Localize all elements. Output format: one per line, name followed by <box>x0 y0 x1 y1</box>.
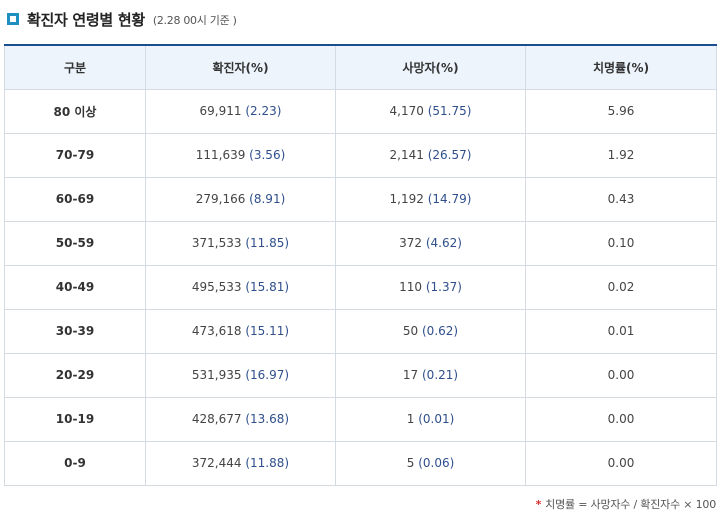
confirmed-percent: (15.81) <box>245 280 290 294</box>
cell-age-group: 10-19 <box>4 396 146 442</box>
cell-deaths: 1,192 (14.79) <box>335 176 526 222</box>
deaths-percent: (26.57) <box>427 148 472 162</box>
page-title-row: 확진자 연령별 현황 (2.28 00시 기준 ) <box>6 8 237 30</box>
deaths-percent: (0.62) <box>422 324 459 338</box>
cell-confirmed: 495,533 (15.81) <box>145 264 336 310</box>
cell-age-group: 30-39 <box>4 308 146 354</box>
cell-confirmed: 279,166 (8.91) <box>145 176 336 222</box>
confirmed-percent: (11.88) <box>245 456 290 470</box>
table-row: 0-9 372,444 (11.88) 5 (0.06) 0.00 <box>4 440 717 486</box>
column-header-fatality-rate: 치명률(%) <box>525 44 717 90</box>
footnote-text: 치명률 = 사망자수 / 확진자수 × 100 <box>545 498 716 511</box>
cell-age-group: 60-69 <box>4 176 146 222</box>
cell-age-group: 20-29 <box>4 352 146 398</box>
table-header-row: 구분 확진자(%) 사망자(%) 치명률(%) <box>4 44 717 90</box>
footnote: * 치명률 = 사망자수 / 확진자수 × 100 <box>535 496 717 512</box>
cell-age-group: 80 이상 <box>4 88 146 134</box>
cell-deaths: 110 (1.37) <box>335 264 526 310</box>
table-row: 30-39 473,618 (15.11) 50 (0.62) 0.01 <box>4 308 717 354</box>
deaths-percent: (51.75) <box>427 104 472 118</box>
cell-fatality-rate: 0.01 <box>525 308 717 354</box>
square-bullet-icon <box>7 13 19 25</box>
confirmed-count: 372,444 <box>191 456 242 470</box>
confirmed-percent: (11.85) <box>245 236 290 250</box>
deaths-percent: (14.79) <box>427 192 472 206</box>
cell-deaths: 17 (0.21) <box>335 352 526 398</box>
confirmed-percent: (15.11) <box>245 324 290 338</box>
cell-fatality-rate: 0.10 <box>525 220 717 266</box>
cell-deaths: 5 (0.06) <box>335 440 526 486</box>
confirmed-percent: (2.23) <box>245 104 282 118</box>
age-statistics-table: 구분 확진자(%) 사망자(%) 치명률(%) 80 이상 69,911 (2.2… <box>4 44 717 486</box>
confirmed-percent: (13.68) <box>245 412 290 426</box>
deaths-percent: (0.21) <box>422 368 459 382</box>
cell-deaths: 372 (4.62) <box>335 220 526 266</box>
cell-confirmed: 531,935 (16.97) <box>145 352 336 398</box>
confirmed-percent: (3.56) <box>249 148 286 162</box>
table-row: 60-69 279,166 (8.91) 1,192 (14.79) 0.43 <box>4 176 717 222</box>
cell-deaths: 1 (0.01) <box>335 396 526 442</box>
cell-age-group: 0-9 <box>4 440 146 486</box>
confirmed-count: 111,639 <box>195 148 246 162</box>
cell-deaths: 2,141 (26.57) <box>335 132 526 178</box>
deaths-count: 2,141 <box>389 148 424 162</box>
cell-confirmed: 371,533 (11.85) <box>145 220 336 266</box>
deaths-percent: (1.37) <box>425 280 462 294</box>
confirmed-count: 428,677 <box>191 412 242 426</box>
confirmed-count: 279,166 <box>195 192 246 206</box>
deaths-count: 1 <box>406 412 415 426</box>
table-row: 10-19 428,677 (13.68) 1 (0.01) 0.00 <box>4 396 717 442</box>
confirmed-percent: (8.91) <box>249 192 286 206</box>
column-header-confirmed: 확진자(%) <box>145 44 336 90</box>
table-row: 40-49 495,533 (15.81) 110 (1.37) 0.02 <box>4 264 717 310</box>
confirmed-count: 371,533 <box>191 236 242 250</box>
confirmed-percent: (16.97) <box>245 368 290 382</box>
cell-fatality-rate: 0.43 <box>525 176 717 222</box>
cell-confirmed: 372,444 (11.88) <box>145 440 336 486</box>
confirmed-count: 531,935 <box>191 368 242 382</box>
deaths-count: 372 <box>399 236 422 250</box>
cell-confirmed: 473,618 (15.11) <box>145 308 336 354</box>
cell-age-group: 50-59 <box>4 220 146 266</box>
deaths-count: 5 <box>406 456 415 470</box>
deaths-percent: (4.62) <box>425 236 462 250</box>
cell-confirmed: 69,911 (2.23) <box>145 88 336 134</box>
cell-confirmed: 428,677 (13.68) <box>145 396 336 442</box>
table-body: 80 이상 69,911 (2.23) 4,170 (51.75) 5.96 70-79… <box>4 88 717 486</box>
column-header-deaths: 사망자(%) <box>335 44 526 90</box>
cell-fatality-rate: 1.92 <box>525 132 717 178</box>
deaths-percent: (0.06) <box>418 456 455 470</box>
footnote-star: * <box>535 498 542 511</box>
cell-fatality-rate: 0.02 <box>525 264 717 310</box>
deaths-count: 110 <box>399 280 422 294</box>
deaths-count: 50 <box>402 324 419 338</box>
cell-deaths: 50 (0.62) <box>335 308 526 354</box>
table-row: 50-59 371,533 (11.85) 372 (4.62) 0.10 <box>4 220 717 266</box>
deaths-count: 1,192 <box>389 192 424 206</box>
cell-age-group: 40-49 <box>4 264 146 310</box>
cell-fatality-rate: 0.00 <box>525 352 717 398</box>
confirmed-count: 69,911 <box>199 104 242 118</box>
page-title: 확진자 연령별 현황 <box>27 10 145 29</box>
table-row: 80 이상 69,911 (2.23) 4,170 (51.75) 5.96 <box>4 88 717 134</box>
table-row: 70-79 111,639 (3.56) 2,141 (26.57) 1.92 <box>4 132 717 178</box>
confirmed-count: 495,533 <box>191 280 242 294</box>
column-header-category: 구분 <box>4 44 146 90</box>
confirmed-count: 473,618 <box>191 324 242 338</box>
reference-date: (2.28 00시 기준 ) <box>152 14 237 27</box>
deaths-count: 4,170 <box>389 104 424 118</box>
cell-deaths: 4,170 (51.75) <box>335 88 526 134</box>
cell-confirmed: 111,639 (3.56) <box>145 132 336 178</box>
deaths-count: 17 <box>402 368 419 382</box>
cell-fatality-rate: 5.96 <box>525 88 717 134</box>
cell-fatality-rate: 0.00 <box>525 440 717 486</box>
cell-fatality-rate: 0.00 <box>525 396 717 442</box>
deaths-percent: (0.01) <box>418 412 455 426</box>
cell-age-group: 70-79 <box>4 132 146 178</box>
table-row: 20-29 531,935 (16.97) 17 (0.21) 0.00 <box>4 352 717 398</box>
